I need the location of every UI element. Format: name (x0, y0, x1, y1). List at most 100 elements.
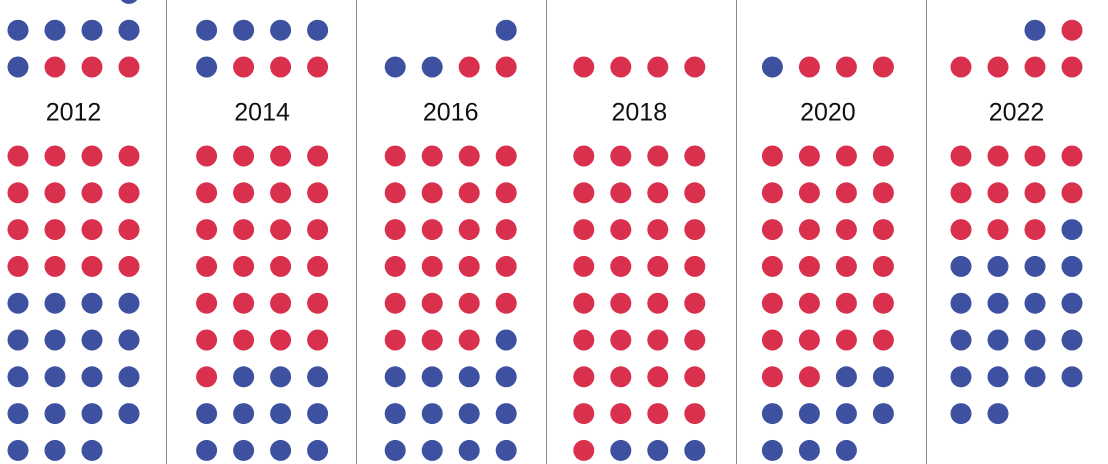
dot (647, 145, 669, 167)
dot (44, 182, 66, 204)
dot (307, 329, 329, 351)
dot (573, 366, 595, 388)
dot (421, 219, 443, 241)
dot (270, 182, 292, 204)
dot (118, 19, 140, 41)
dot (233, 439, 255, 461)
dot (1061, 329, 1083, 351)
dot (458, 292, 480, 314)
dot (573, 56, 595, 78)
dot (798, 403, 820, 425)
dot (118, 292, 140, 314)
dot (196, 403, 218, 425)
dot (196, 56, 218, 78)
dot (44, 19, 66, 41)
dot (573, 329, 595, 351)
dot (1024, 255, 1046, 277)
dot (307, 255, 329, 277)
dot (798, 182, 820, 204)
dot (81, 439, 103, 461)
year-label: 2016 (423, 99, 479, 127)
dot (384, 56, 406, 78)
dot (987, 145, 1009, 167)
dot (458, 366, 480, 388)
dot (384, 329, 406, 351)
dot (384, 439, 406, 461)
dot (196, 439, 218, 461)
dot (1061, 219, 1083, 241)
dot (196, 255, 218, 277)
dot (458, 219, 480, 241)
dot (684, 439, 706, 461)
dot (384, 182, 406, 204)
dot (270, 329, 292, 351)
dot (950, 255, 972, 277)
dot (233, 255, 255, 277)
dot (573, 439, 595, 461)
dot (798, 219, 820, 241)
dot (196, 292, 218, 314)
dot (384, 403, 406, 425)
dot (233, 329, 255, 351)
dot (421, 366, 443, 388)
dot (7, 329, 29, 351)
dot (307, 56, 329, 78)
dot (950, 403, 972, 425)
dot (1061, 19, 1083, 41)
dot (307, 366, 329, 388)
dot (1061, 145, 1083, 167)
dot (647, 56, 669, 78)
dot (307, 182, 329, 204)
dot (120, 0, 138, 4)
dot (872, 366, 894, 388)
dot (421, 56, 443, 78)
dot (7, 255, 29, 277)
dot (835, 403, 857, 425)
dot (458, 255, 480, 277)
year-label: 2018 (611, 99, 667, 127)
dot (233, 19, 255, 41)
dot (421, 403, 443, 425)
dot (421, 182, 443, 204)
dot (872, 255, 894, 277)
dot (1024, 219, 1046, 241)
dot (647, 329, 669, 351)
dot (270, 439, 292, 461)
dot (761, 403, 783, 425)
dot (307, 19, 329, 41)
dot (987, 366, 1009, 388)
dot (270, 255, 292, 277)
dot (81, 19, 103, 41)
dot (835, 145, 857, 167)
dot (1024, 145, 1046, 167)
dot (458, 56, 480, 78)
dot (81, 145, 103, 167)
dot (233, 292, 255, 314)
dot (495, 219, 517, 241)
dot (307, 219, 329, 241)
dot (647, 255, 669, 277)
dot (233, 219, 255, 241)
dot (684, 366, 706, 388)
dot (872, 219, 894, 241)
dot (196, 19, 218, 41)
dot (384, 366, 406, 388)
dot (495, 255, 517, 277)
dot (81, 255, 103, 277)
dot (233, 403, 255, 425)
dot (835, 56, 857, 78)
dot (196, 219, 218, 241)
dot (761, 182, 783, 204)
dot (573, 145, 595, 167)
dot (1024, 329, 1046, 351)
dot (987, 403, 1009, 425)
dot (495, 439, 517, 461)
dot (118, 255, 140, 277)
dot (610, 292, 632, 314)
dot (7, 439, 29, 461)
dot (421, 255, 443, 277)
dot (196, 366, 218, 388)
dot (684, 403, 706, 425)
year-label: 2020 (800, 99, 856, 127)
dot (761, 255, 783, 277)
